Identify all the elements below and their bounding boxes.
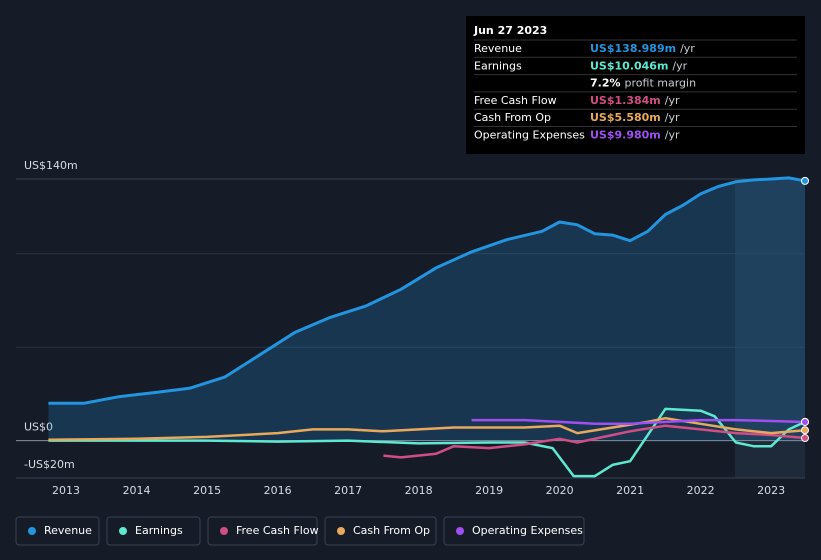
tooltip-label: Revenue (474, 42, 522, 55)
legend-label: Revenue (44, 524, 92, 537)
tooltip-unit: /yr (665, 111, 680, 124)
tooltip: Jun 27 2023 Revenue US$138.989m/yr Earnings… (466, 16, 805, 154)
x-tick-label: 2018 (405, 484, 433, 497)
end-dot (801, 176, 809, 185)
series-line (471, 418, 806, 426)
legend-swatch (456, 527, 464, 535)
y-tick-label: US$0 (24, 421, 53, 434)
legend-button[interactable] (106, 516, 201, 546)
x-tick-label: 2021 (616, 484, 644, 497)
tooltip-value: US$10.046m/yr (590, 59, 688, 72)
x-tick-label: 2014 (123, 484, 151, 497)
legend-item[interactable]: Operating Expenses (443, 516, 585, 546)
legend-label: Cash From Op (353, 524, 430, 537)
legend-item[interactable]: Earnings (106, 516, 201, 546)
tooltip-label: Cash From Op (474, 111, 551, 124)
end-dot (801, 434, 809, 443)
tooltip-label: Operating Expenses (474, 129, 585, 142)
tooltip-unit: /yr (665, 129, 680, 142)
x-tick-label: 2016 (264, 484, 292, 497)
x-tick-label: 2013 (52, 484, 80, 497)
tooltip-unit: /yr (680, 42, 695, 55)
x-tick-label: 2019 (475, 484, 503, 497)
legend-button[interactable] (324, 516, 437, 546)
tooltip-unit: profit margin (625, 77, 697, 90)
legend-swatch (28, 527, 36, 535)
tooltip-number: US$5.580m (590, 111, 661, 124)
tooltip-label: Earnings (474, 59, 522, 72)
tooltip-unit: /yr (672, 59, 687, 72)
series-line (48, 176, 806, 405)
tooltip-number: US$138.989m (590, 42, 676, 55)
y-tick-label: -US$20m (24, 458, 75, 471)
legend-item[interactable]: Revenue (15, 516, 100, 546)
tooltip-number: US$10.046m (590, 59, 668, 72)
tooltip-box (466, 16, 805, 154)
series-line (48, 407, 806, 478)
tooltip-value: US$9.980m/yr (590, 129, 680, 142)
end-dot (801, 426, 809, 435)
tooltip-date: Jun 27 2023 (473, 24, 547, 37)
legend-swatch (119, 527, 127, 535)
tooltip-value: US$1.384m/yr (590, 94, 680, 107)
legend-button[interactable] (15, 516, 100, 546)
tooltip-value: US$138.989m/yr (590, 42, 695, 55)
end-dot (801, 417, 809, 426)
tooltip-number: US$9.980m (590, 129, 661, 142)
legend-swatch (220, 527, 228, 535)
legend-item[interactable]: Free Cash Flow (207, 516, 319, 546)
tooltip-number: US$1.384m (590, 94, 661, 107)
legend-label: Operating Expenses (472, 524, 583, 537)
series-line (383, 424, 806, 459)
tooltip-value: 7.2% profit margin (590, 77, 696, 90)
revenue-area (48, 177, 805, 441)
legend-label: Free Cash Flow (236, 524, 319, 537)
legend-button[interactable] (443, 516, 585, 546)
tooltip-unit: /yr (665, 94, 680, 107)
x-tick-label: 2023 (757, 484, 785, 497)
x-tick-label: 2015 (193, 484, 221, 497)
legend-item[interactable]: Cash From Op (324, 516, 437, 546)
x-tick-label: 2022 (687, 484, 715, 497)
tooltip-label: Free Cash Flow (474, 94, 557, 107)
legend-button[interactable] (207, 516, 318, 546)
legend-swatch (337, 527, 345, 535)
legend-label: Earnings (135, 524, 183, 537)
tooltip-value: US$5.580m/yr (590, 111, 680, 124)
x-tick-label: 2020 (546, 484, 574, 497)
tooltip-number: 7.2% (590, 77, 621, 90)
x-tick-label: 2017 (334, 484, 362, 497)
y-tick-label: US$140m (24, 159, 78, 172)
series-line (48, 416, 806, 441)
